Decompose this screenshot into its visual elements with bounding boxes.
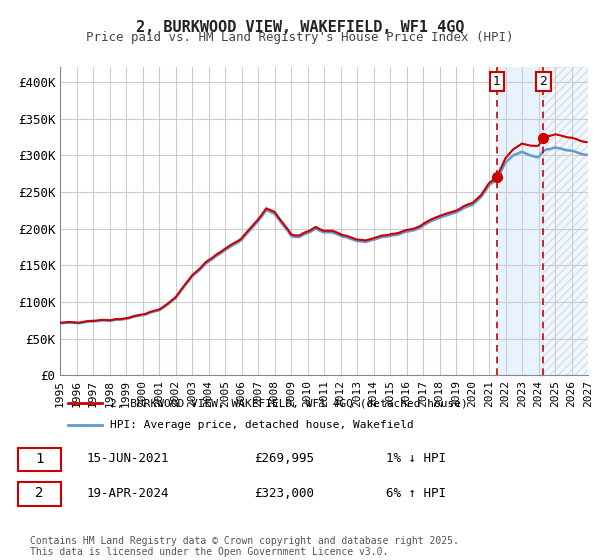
Text: 1: 1	[35, 452, 43, 466]
Text: 2, BURKWOOD VIEW, WAKEFIELD, WF1 4GQ (detached house): 2, BURKWOOD VIEW, WAKEFIELD, WF1 4GQ (de…	[110, 398, 468, 408]
Text: 2, BURKWOOD VIEW, WAKEFIELD, WF1 4GQ: 2, BURKWOOD VIEW, WAKEFIELD, WF1 4GQ	[136, 20, 464, 35]
Text: 19-APR-2024: 19-APR-2024	[87, 487, 169, 500]
Text: 6% ↑ HPI: 6% ↑ HPI	[386, 487, 446, 500]
Bar	[497, 67, 544, 375]
Point	[492, 172, 502, 181]
FancyBboxPatch shape	[18, 448, 61, 472]
Text: 2: 2	[539, 76, 547, 88]
Text: Contains HM Land Registry data © Crown copyright and database right 2025.
This d: Contains HM Land Registry data © Crown c…	[30, 535, 459, 557]
Text: Price paid vs. HM Land Registry's House Price Index (HPI): Price paid vs. HM Land Registry's House …	[86, 31, 514, 44]
Text: 1% ↓ HPI: 1% ↓ HPI	[386, 452, 446, 465]
Text: 1: 1	[493, 76, 500, 88]
Point	[539, 134, 548, 143]
Text: £269,995: £269,995	[254, 452, 314, 465]
Text: HPI: Average price, detached house, Wakefield: HPI: Average price, detached house, Wake…	[110, 421, 414, 431]
FancyBboxPatch shape	[18, 482, 61, 506]
Text: 15-JUN-2021: 15-JUN-2021	[87, 452, 169, 465]
Text: 2: 2	[35, 486, 43, 500]
Bar	[544, 67, 588, 375]
Text: £323,000: £323,000	[254, 487, 314, 500]
